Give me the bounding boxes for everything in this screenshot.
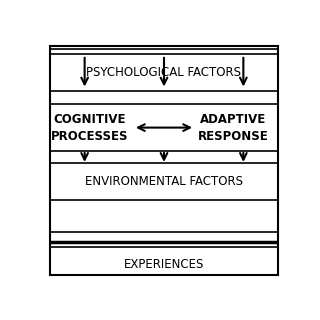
Text: ADAPTIVE
RESPONSE: ADAPTIVE RESPONSE bbox=[198, 113, 269, 143]
Text: ENVIRONMENTAL FACTORS: ENVIRONMENTAL FACTORS bbox=[85, 175, 243, 188]
Text: EXPERIENCES: EXPERIENCES bbox=[124, 258, 204, 271]
Text: PSYCHOLOGICAL FACTORS: PSYCHOLOGICAL FACTORS bbox=[86, 66, 242, 79]
Text: COGNITIVE
PROCESSES: COGNITIVE PROCESSES bbox=[51, 113, 128, 143]
